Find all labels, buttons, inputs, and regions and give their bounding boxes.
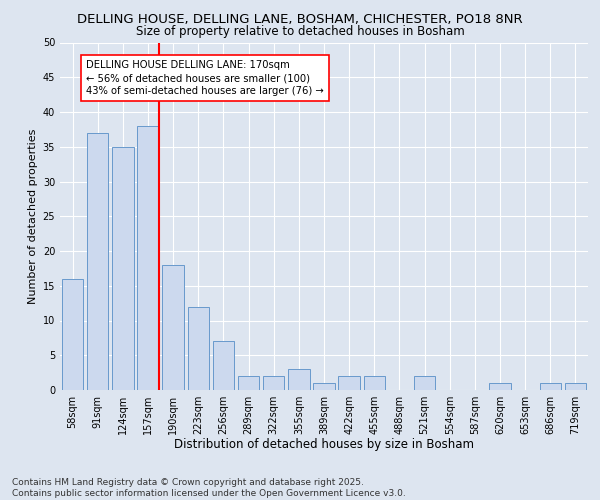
Text: Contains HM Land Registry data © Crown copyright and database right 2025.
Contai: Contains HM Land Registry data © Crown c… xyxy=(12,478,406,498)
Bar xyxy=(414,376,435,390)
Bar xyxy=(539,383,561,390)
Bar xyxy=(112,147,134,390)
Bar xyxy=(213,342,234,390)
Text: DELLING HOUSE DELLING LANE: 170sqm
← 56% of detached houses are smaller (100)
43: DELLING HOUSE DELLING LANE: 170sqm ← 56%… xyxy=(86,60,324,96)
Bar xyxy=(137,126,158,390)
Bar xyxy=(313,383,335,390)
Bar xyxy=(263,376,284,390)
Bar xyxy=(62,279,83,390)
Y-axis label: Number of detached properties: Number of detached properties xyxy=(28,128,38,304)
Bar xyxy=(338,376,360,390)
Bar xyxy=(188,306,209,390)
X-axis label: Distribution of detached houses by size in Bosham: Distribution of detached houses by size … xyxy=(174,438,474,452)
Bar xyxy=(238,376,259,390)
Bar xyxy=(288,369,310,390)
Bar xyxy=(364,376,385,390)
Text: Size of property relative to detached houses in Bosham: Size of property relative to detached ho… xyxy=(136,25,464,38)
Text: DELLING HOUSE, DELLING LANE, BOSHAM, CHICHESTER, PO18 8NR: DELLING HOUSE, DELLING LANE, BOSHAM, CHI… xyxy=(77,12,523,26)
Bar xyxy=(490,383,511,390)
Bar xyxy=(163,265,184,390)
Bar xyxy=(87,133,109,390)
Bar xyxy=(565,383,586,390)
